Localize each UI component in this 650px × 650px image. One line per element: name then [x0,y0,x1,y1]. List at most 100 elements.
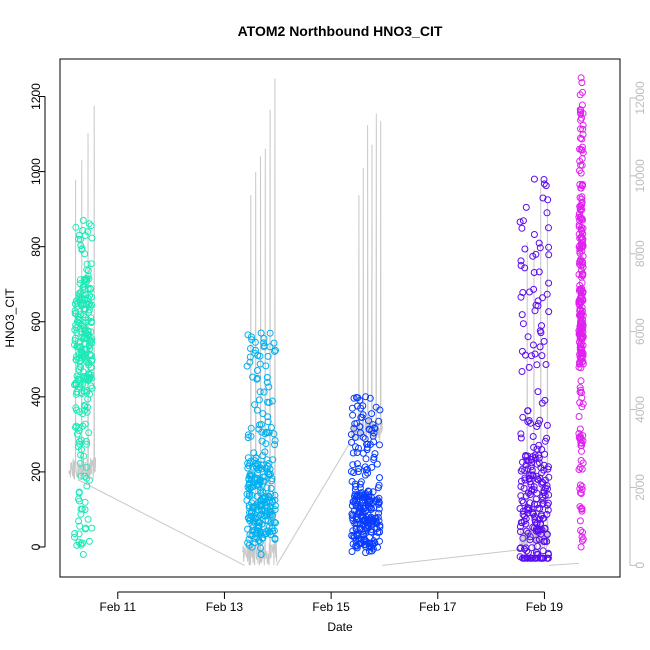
data-point [88,524,96,532]
data-point [373,460,381,468]
secondary-connector-line [382,549,521,566]
data-point [349,511,357,519]
data-point [576,167,583,175]
data-point [348,438,355,446]
data-point [244,525,252,533]
data-point [81,472,89,480]
data-point [533,501,541,508]
data-point [576,384,584,392]
data-point [76,522,84,530]
plot-area-frame [59,58,621,578]
data-point [82,463,90,471]
y2-tick-label: 4000 [633,396,647,423]
data-point [263,378,271,386]
y2-tick-label: 10000 [633,159,647,193]
data-point [258,437,266,445]
data-point [262,428,270,436]
data-point [270,518,278,526]
data-point [247,509,255,517]
data-point [87,319,95,326]
data-point [248,521,256,529]
data-point [264,413,272,421]
data-point [519,413,527,421]
data-point [576,205,584,213]
data-point [271,534,279,542]
data-point [71,341,78,349]
data-point [376,441,383,449]
data-point [575,296,583,304]
data-point [86,350,94,358]
data-point [526,491,534,498]
data-point [260,388,268,396]
data-point [576,435,584,443]
data-point [254,527,262,535]
data-point [264,352,272,360]
data-point [363,525,371,533]
data-point [517,257,525,265]
data-point [72,390,80,398]
data-point [87,371,95,379]
data-point [576,425,584,433]
data-point [353,402,361,410]
data-point [257,496,265,504]
y2-tick-label: 8000 [633,240,647,267]
data-point [86,292,93,300]
data-point [370,438,378,446]
data-point [362,517,370,525]
data-point [522,520,530,528]
data-point [578,161,586,169]
data-point [576,307,584,315]
data-point [255,425,263,433]
data-point [541,538,549,546]
data-point [262,465,270,472]
data-point [353,492,361,500]
data-point [77,540,85,547]
data-point [368,463,376,471]
y2-tick-label: 12000 [633,81,647,115]
data-point [364,493,372,501]
data-point [271,441,279,449]
data-point [349,540,357,548]
data-point [534,528,542,536]
data-point [244,331,252,339]
data-point [77,351,85,359]
data-point [577,490,585,497]
data-point [361,463,369,471]
data-point [73,430,81,438]
data-point [349,411,357,419]
data-point [246,353,254,361]
data-point [517,519,525,526]
data-point [249,479,257,487]
data-point [272,346,279,354]
data-point [73,372,81,380]
data-point [577,243,585,251]
data-point [578,349,586,357]
data-point [259,452,267,460]
data-point [84,515,92,523]
data-point [356,525,364,533]
data-point [544,465,552,473]
data-point [265,429,273,437]
data-point [245,541,253,549]
data-point [577,377,585,385]
data-point [256,528,264,536]
data-point [538,399,546,407]
data-point [577,255,585,263]
data-point [374,484,382,492]
data-point [530,175,538,183]
data-point [79,410,87,418]
data-point [266,329,274,337]
data-point [87,374,95,382]
data-point [80,387,88,395]
data-point [517,262,525,269]
data-point [370,429,378,437]
data-point [87,222,95,230]
data-point [362,393,370,401]
data-point [88,301,96,309]
data-point [524,465,532,473]
data-point [578,358,586,366]
data-point [75,489,83,497]
data-point [577,543,585,551]
data-point [544,554,552,562]
data-point [376,528,383,536]
